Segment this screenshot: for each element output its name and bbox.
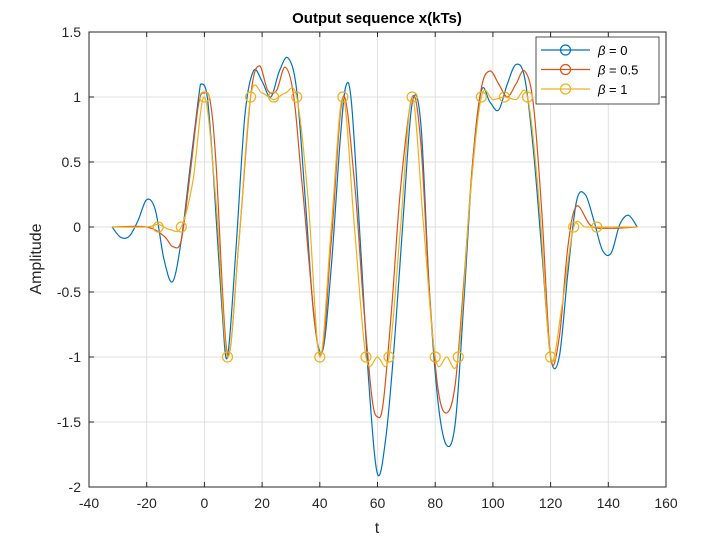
data-point-marker <box>544 351 557 363</box>
y-tick-label: -1.5 <box>57 414 81 430</box>
x-tick-label: 140 <box>597 495 621 511</box>
x-tick-label: 160 <box>654 495 678 511</box>
legend-value: = 0.5 <box>605 63 638 78</box>
series-beta-1 <box>112 84 638 370</box>
data-point-marker <box>568 221 580 233</box>
y-tick-label: -1 <box>69 349 82 365</box>
chart-title: Output sequence x(kTs) <box>292 10 462 27</box>
legend-entry-beta-1: β = 1 <box>541 82 627 97</box>
data-point-marker <box>521 91 534 103</box>
y-tick-label: 1 <box>73 89 81 105</box>
data-point-marker <box>221 351 234 363</box>
data-point-marker <box>337 91 349 103</box>
x-axis-label: t <box>375 520 380 537</box>
data-point-marker <box>175 221 187 233</box>
legend-box <box>535 36 660 105</box>
data-point-marker <box>406 91 418 103</box>
data-point-marker <box>591 221 603 233</box>
data-point-marker <box>475 91 487 103</box>
legend-entry-beta-0: β = 0 <box>541 43 627 58</box>
data-point-marker <box>314 351 326 363</box>
legend-beta-symbol: β <box>597 63 606 78</box>
series-beta-0-5 <box>112 65 638 419</box>
legend-value: = 0 <box>605 43 627 58</box>
x-tick-label: -20 <box>137 495 157 511</box>
y-tick-label: 0 <box>73 219 81 235</box>
x-tick-label: 120 <box>539 495 563 511</box>
x-tick-label: 80 <box>427 495 443 511</box>
y-tick-label: 0.5 <box>62 154 82 170</box>
y-tick-label: -2 <box>69 479 82 495</box>
data-point-marker <box>244 91 257 103</box>
data-point-marker <box>291 91 303 103</box>
y-axis-label: Amplitude <box>28 223 45 294</box>
x-tick-label: -40 <box>79 495 99 511</box>
series-line-beta-1 <box>112 84 638 370</box>
data-point-marker <box>268 91 280 103</box>
ticks: -40 -20 0 20 40 60 80 100 120 140 160 -2 -1.5 -1 -0.5 0… <box>57 24 678 511</box>
legend-entry-beta-0-5: β = 0.5 <box>541 63 638 78</box>
x-tick-label: 100 <box>481 495 505 511</box>
x-tick-label: 0 <box>201 495 209 511</box>
legend-marker <box>559 44 572 56</box>
y-tick-label: 1.5 <box>62 24 82 40</box>
data-point-marker <box>360 351 372 363</box>
legend-beta-symbol: β <box>597 82 606 97</box>
series-layer <box>111 56 638 477</box>
legend-beta-symbol: β <box>597 43 606 58</box>
x-tick-label: 60 <box>370 495 386 511</box>
data-point-marker <box>498 91 511 103</box>
legend-marker <box>559 63 572 76</box>
legend-label: β = 0 <box>597 43 627 58</box>
legend: β = 0β = 0.5β = 1 <box>535 36 660 105</box>
data-point-marker <box>152 221 164 233</box>
data-point-marker <box>198 91 210 103</box>
y-tick-label: -0.5 <box>57 284 81 300</box>
series-line-beta-0-5 <box>112 65 638 419</box>
data-point-marker <box>429 351 441 363</box>
x-tick-label: 40 <box>312 495 328 511</box>
legend-value: = 1 <box>605 82 627 97</box>
data-point-marker <box>383 351 395 363</box>
data-point-marker <box>452 351 464 363</box>
legend-label: β = 0.5 <box>597 63 638 78</box>
legend-marker <box>559 83 572 95</box>
legend-label: β = 1 <box>597 82 627 97</box>
x-tick-label: 20 <box>254 495 270 511</box>
